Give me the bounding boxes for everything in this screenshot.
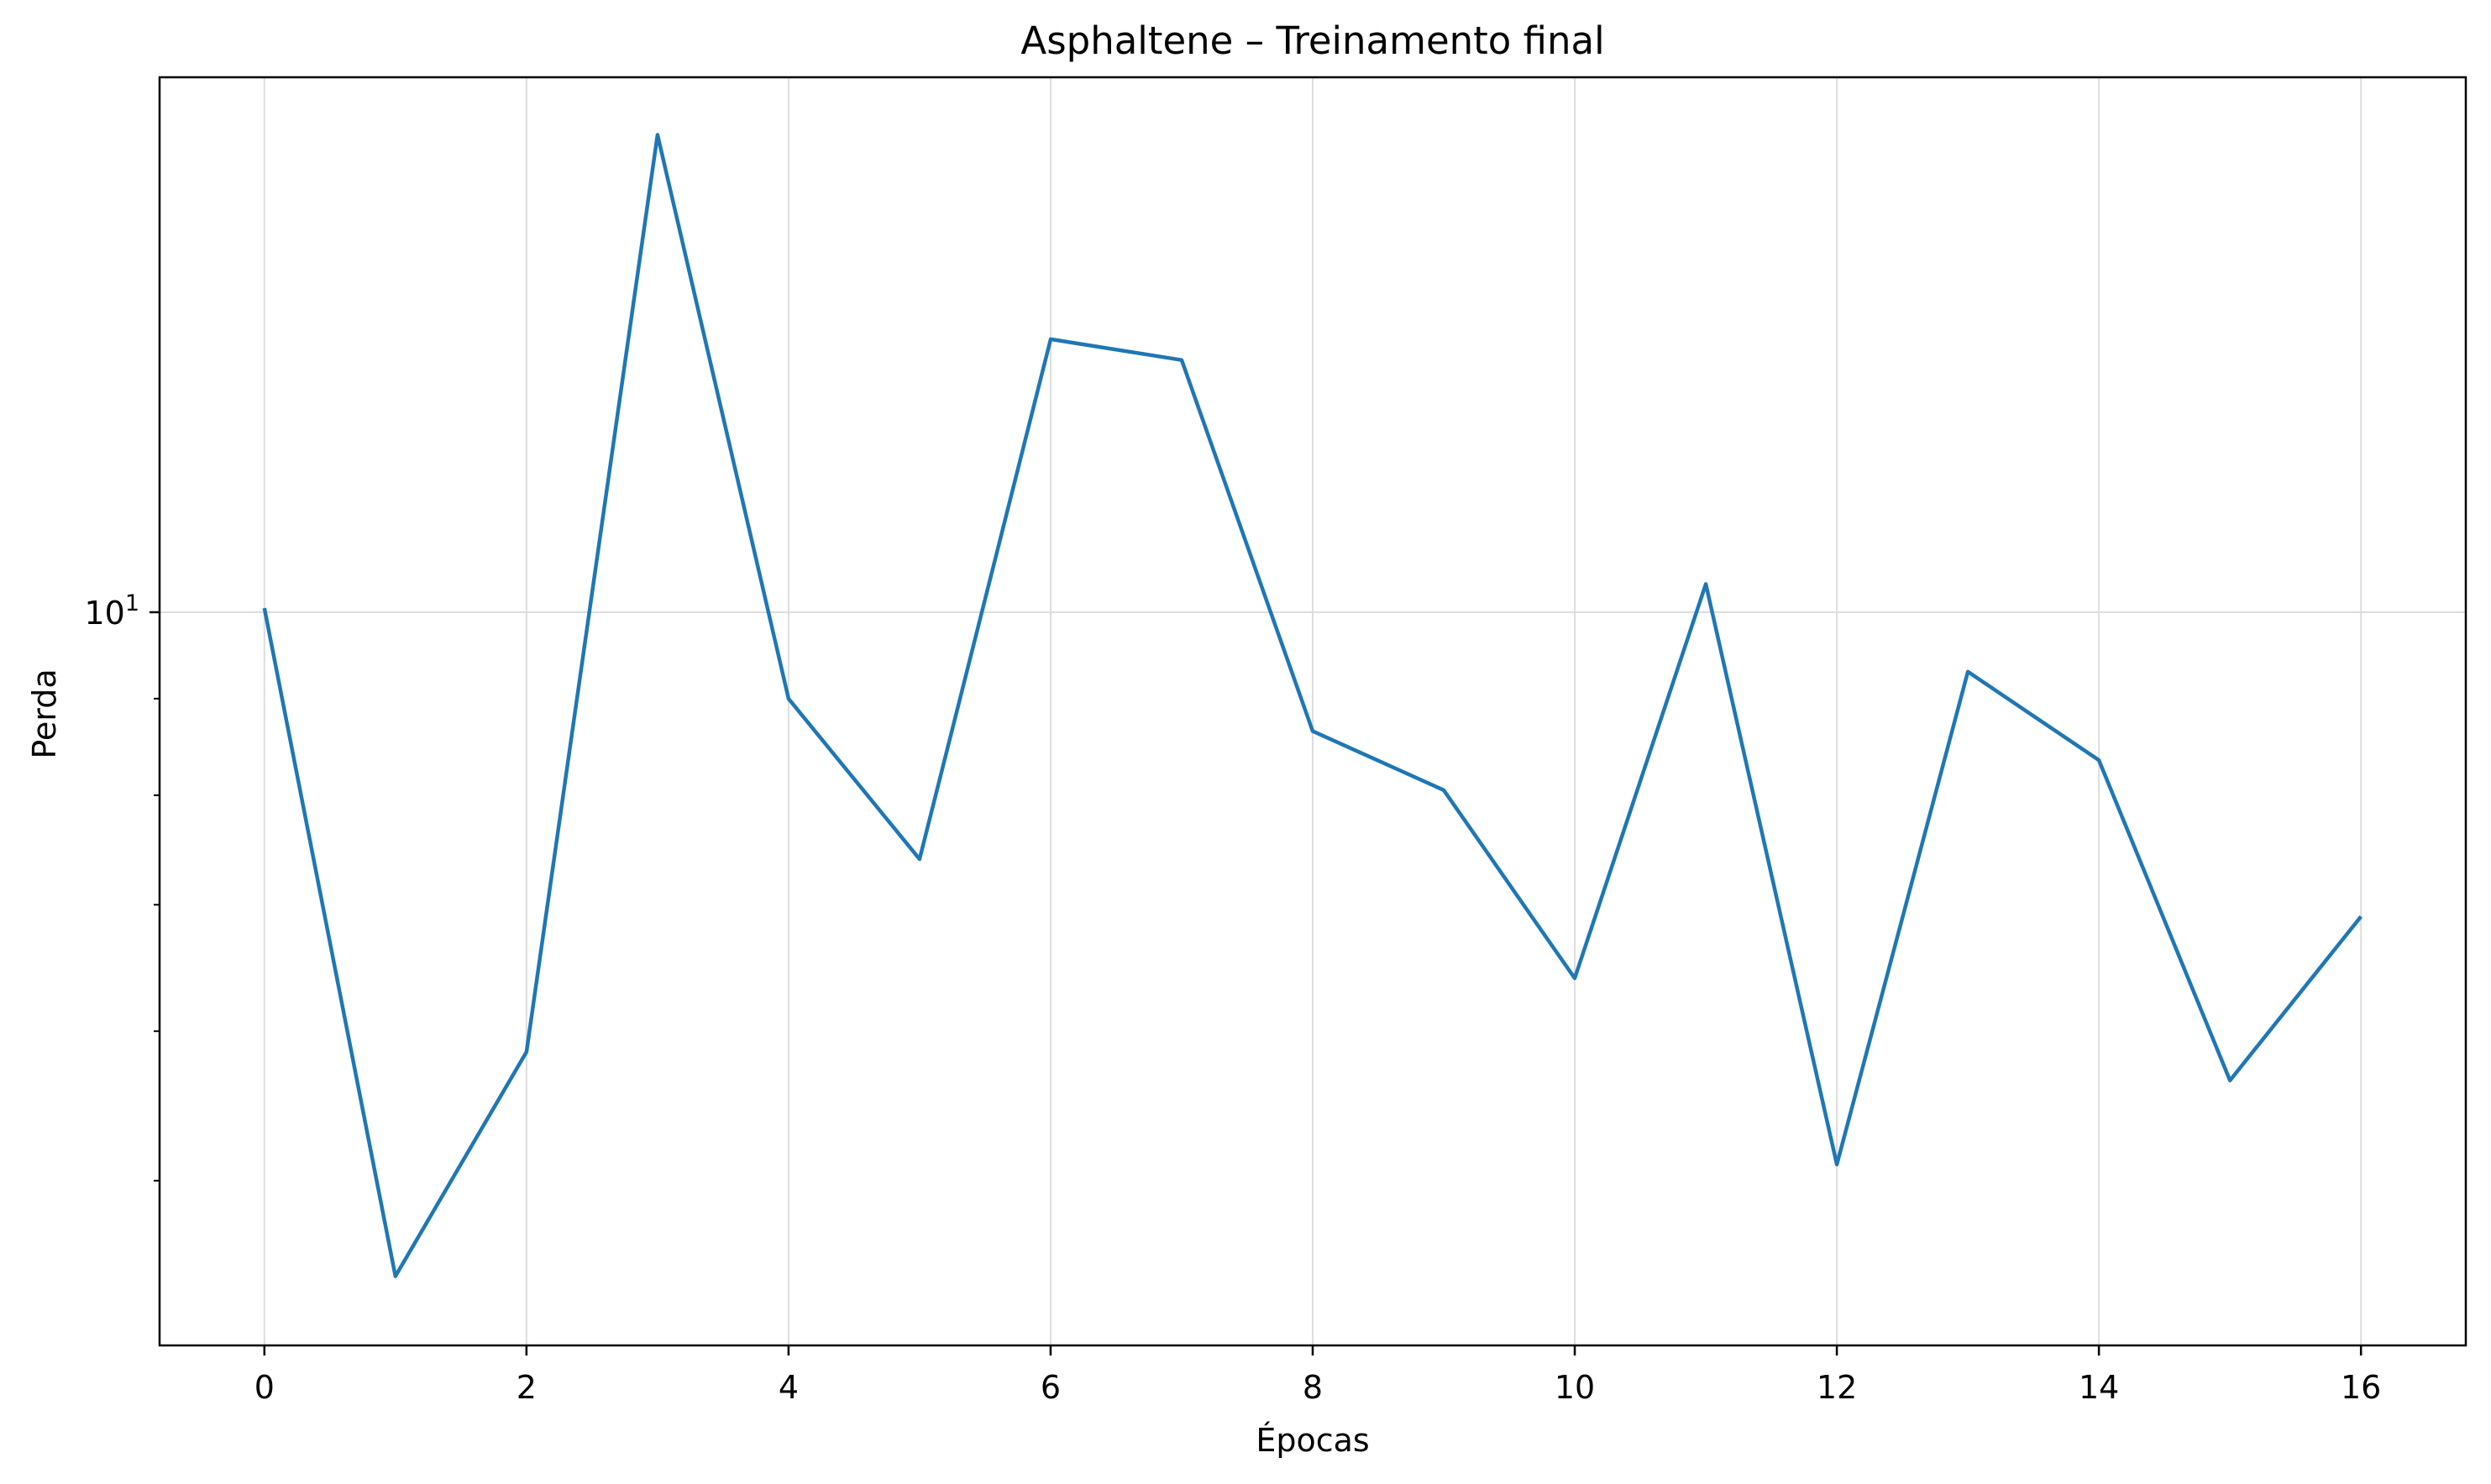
- y-axis-label: Perda: [26, 669, 63, 758]
- x-tick-label: 0: [254, 1369, 275, 1406]
- x-tick-label: 8: [1303, 1369, 1323, 1406]
- x-tick-label: 12: [1817, 1369, 1857, 1406]
- x-tick-label: 6: [1041, 1369, 1061, 1406]
- x-tick-label: 2: [517, 1369, 537, 1406]
- x-axis: 0 2 4 6 8 10 12 14 16: [254, 1345, 2381, 1406]
- y-axis: 101: [84, 590, 160, 1182]
- series-line: [262, 133, 2363, 1278]
- y-tick-label: 101: [84, 590, 139, 632]
- x-tick-label: 10: [1555, 1369, 1595, 1406]
- x-tick-label: 14: [2079, 1369, 2119, 1406]
- x-axis-label: Épocas: [1256, 1422, 1369, 1459]
- chart-title: Asphaltene – Treinamento final: [1020, 18, 1604, 63]
- grid: [160, 77, 2466, 1345]
- series-layer: [262, 133, 2363, 1278]
- x-tick-label: 16: [2341, 1369, 2381, 1406]
- x-tick-label: 4: [779, 1369, 799, 1406]
